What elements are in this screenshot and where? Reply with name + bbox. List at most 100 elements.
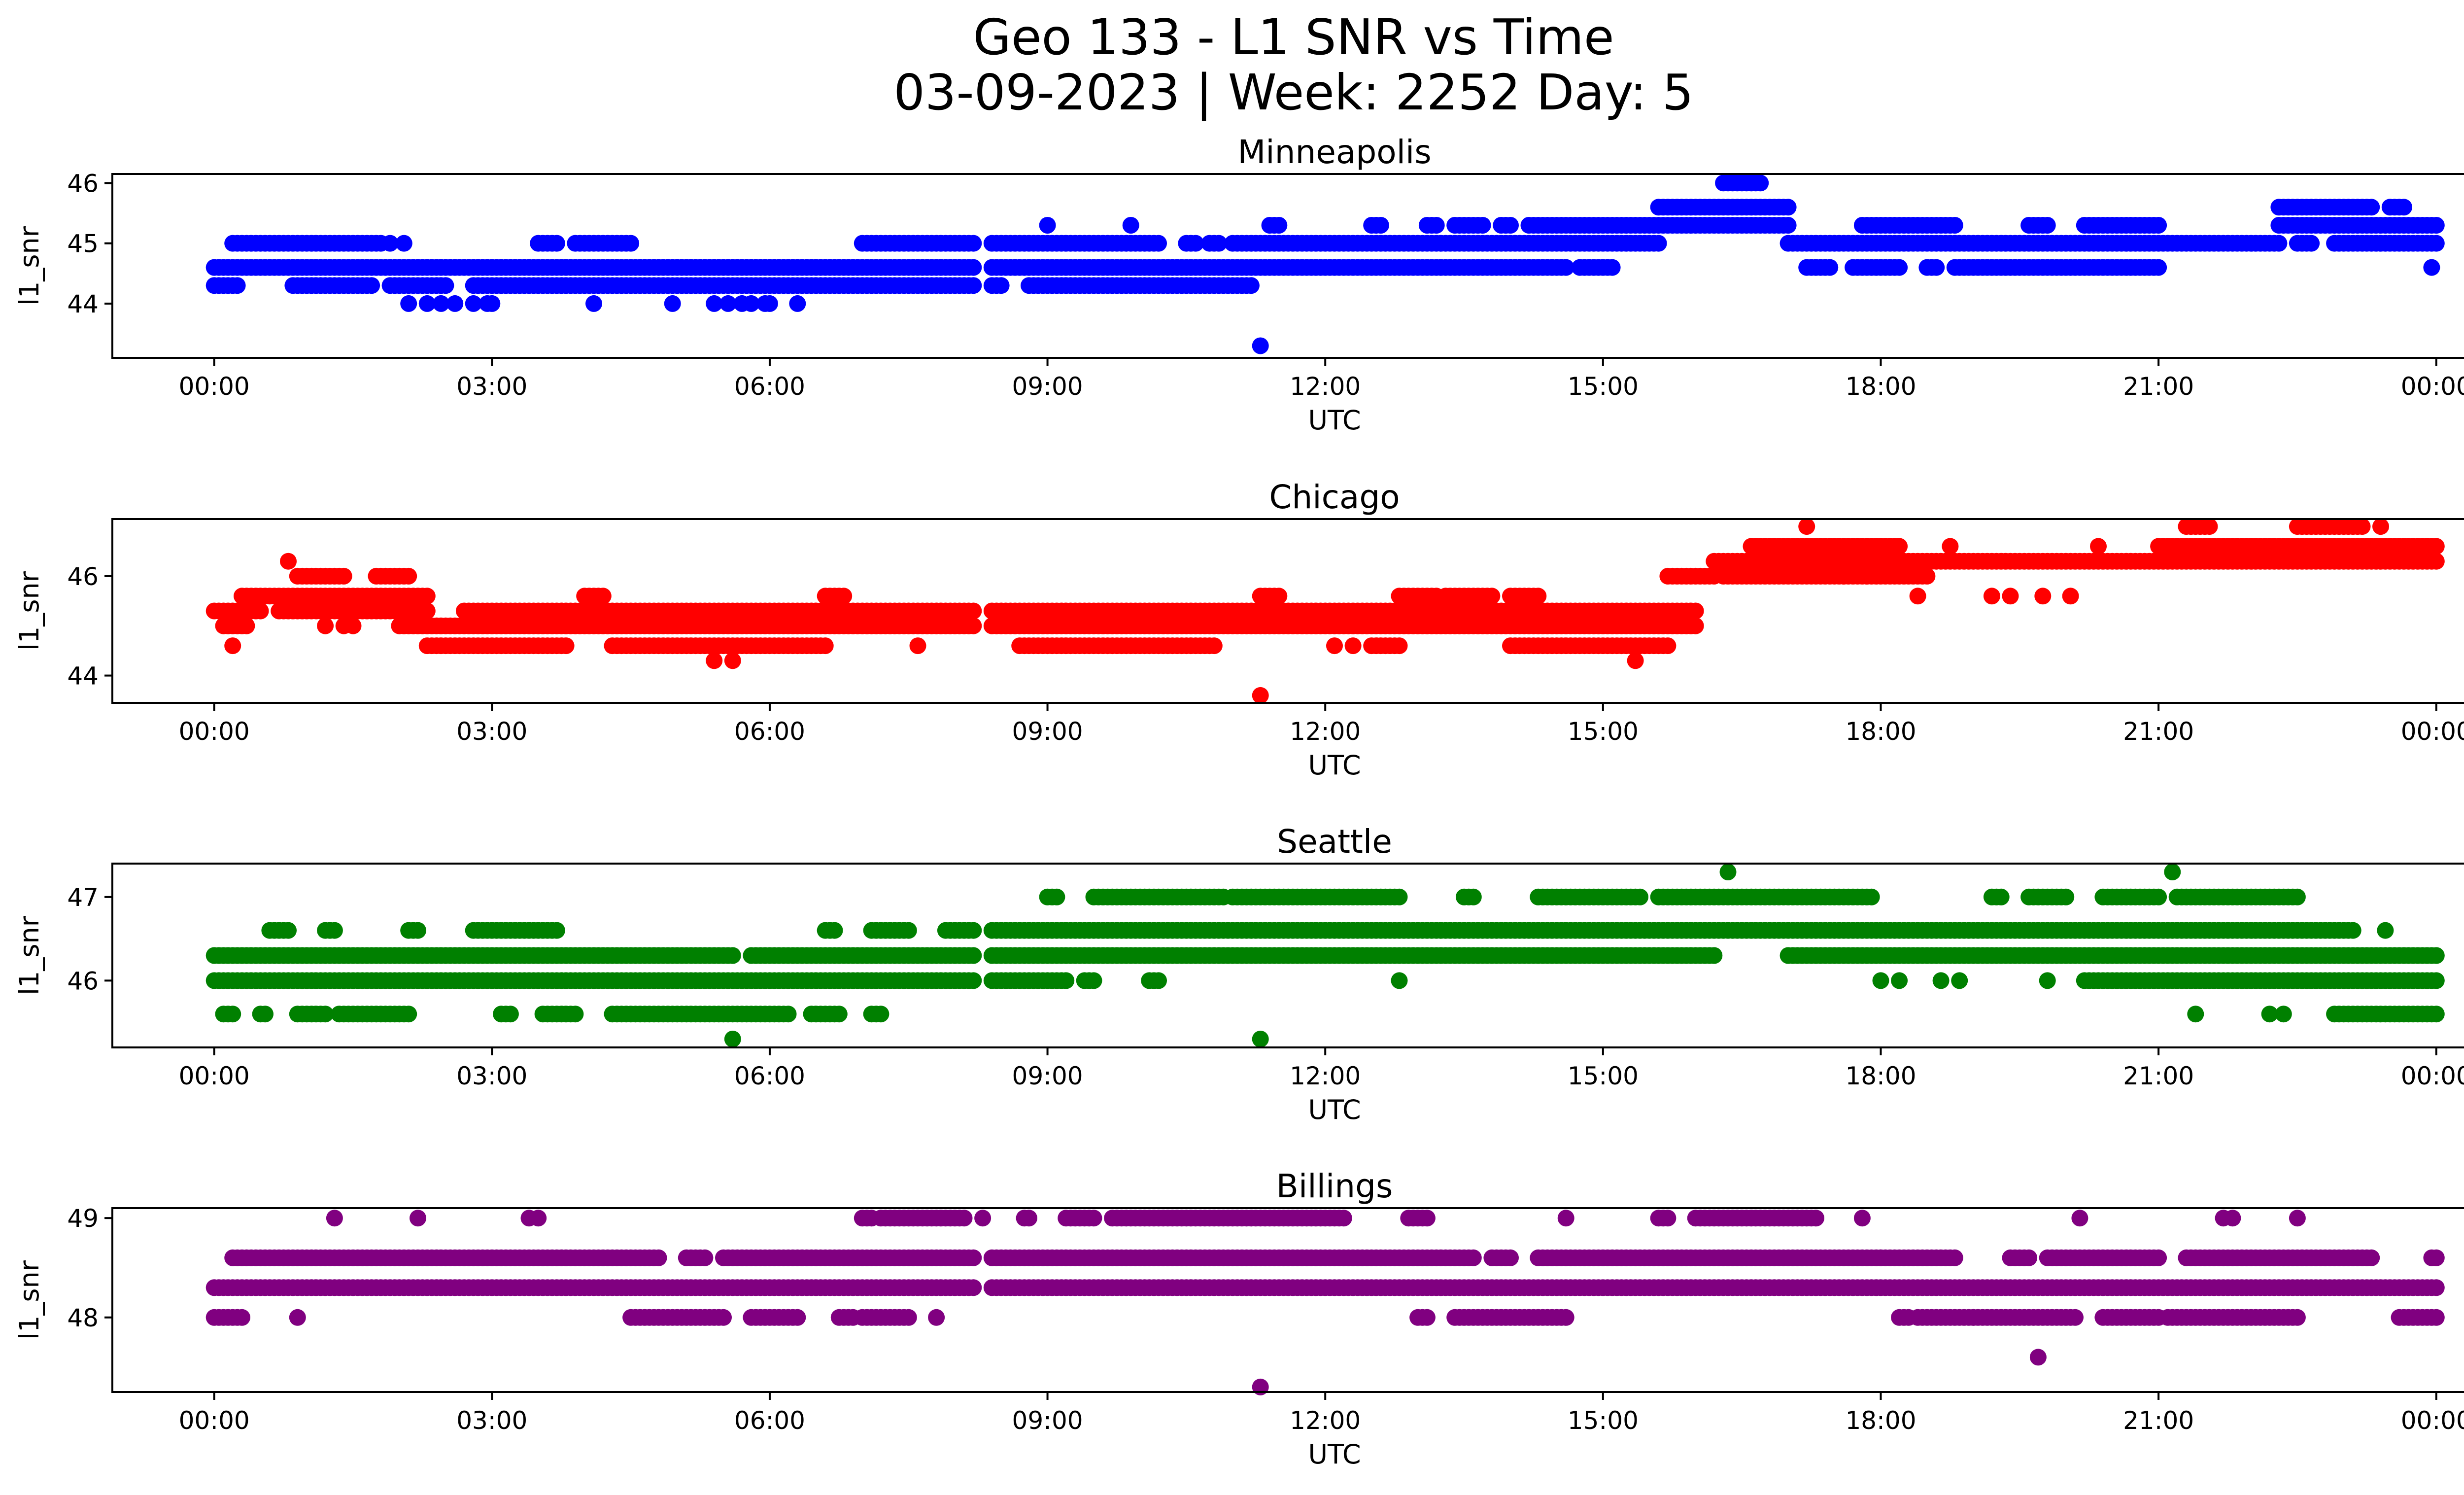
data-point xyxy=(548,922,565,939)
data-point xyxy=(965,617,982,634)
data-point xyxy=(1928,259,1945,276)
data-point xyxy=(1344,637,1362,655)
data-point xyxy=(780,1006,797,1023)
data-point xyxy=(229,277,246,294)
data-point xyxy=(2275,1006,2292,1023)
data-point xyxy=(696,1249,714,1266)
data-point xyxy=(1992,888,2010,905)
x-tick-label: 00:00 xyxy=(179,1062,250,1090)
data-point xyxy=(2020,1249,2038,1266)
x-tick-label: 18:00 xyxy=(1845,717,1916,746)
y-axis-label: l1_snr xyxy=(14,226,45,306)
data-point xyxy=(224,1006,241,1023)
data-point xyxy=(2363,199,2380,216)
data-point xyxy=(2002,588,2019,605)
y-tick-label: 46 xyxy=(67,169,99,198)
x-tick-label: 00:00 xyxy=(2401,372,2464,401)
data-point xyxy=(650,1249,667,1266)
x-tick-label: 09:00 xyxy=(1012,717,1083,746)
data-point xyxy=(1891,972,1908,989)
data-point xyxy=(1465,888,1482,905)
x-tick-label: 00:00 xyxy=(2401,1062,2464,1090)
data-point xyxy=(2354,518,2371,535)
x-tick-label: 12:00 xyxy=(1290,1062,1361,1090)
data-point xyxy=(622,235,640,252)
data-point xyxy=(1719,864,1737,880)
data-point xyxy=(2428,235,2445,252)
x-tick-label: 15:00 xyxy=(1568,372,1639,401)
x-tick-label: 00:00 xyxy=(179,717,250,746)
data-point xyxy=(1465,1249,1482,1266)
subplot-title: Billings xyxy=(1276,1167,1393,1205)
data-point xyxy=(789,295,806,312)
data-point xyxy=(1085,1210,1102,1227)
data-point xyxy=(1687,602,1704,620)
data-point xyxy=(724,652,741,669)
data-point xyxy=(418,602,436,620)
data-point xyxy=(2039,972,2056,989)
data-point xyxy=(965,947,982,964)
x-tick-label: 09:00 xyxy=(1012,372,1083,401)
y-tick-label: 44 xyxy=(67,290,99,318)
x-tick-label: 09:00 xyxy=(1012,1062,1083,1090)
data-point xyxy=(1252,337,1269,354)
y-tick-label: 47 xyxy=(67,883,99,912)
data-point xyxy=(1252,687,1269,704)
data-point xyxy=(1604,259,1621,276)
data-point xyxy=(363,277,380,294)
y-tick-label: 45 xyxy=(67,230,99,258)
data-point xyxy=(2377,922,2394,939)
data-point xyxy=(2090,538,2107,555)
x-tick-label: 15:00 xyxy=(1568,717,1639,746)
axes-frame xyxy=(111,863,2464,1048)
data-point xyxy=(257,1006,274,1023)
data-point xyxy=(2428,1279,2445,1296)
data-point xyxy=(2372,518,2389,535)
data-point xyxy=(789,1309,806,1326)
data-point xyxy=(483,295,501,312)
data-point xyxy=(1048,888,1065,905)
data-point xyxy=(2428,553,2445,570)
data-point xyxy=(1428,217,1445,234)
x-tick-label: 03:00 xyxy=(456,1062,527,1090)
data-point xyxy=(395,235,412,252)
data-point xyxy=(965,1279,982,1296)
data-point xyxy=(2428,1006,2445,1023)
x-tick-label: 21:00 xyxy=(2123,1062,2194,1090)
data-point xyxy=(1150,235,1167,252)
data-point xyxy=(418,588,436,605)
data-point xyxy=(1872,972,1889,989)
data-point xyxy=(1205,637,1223,655)
data-point xyxy=(1706,947,1723,964)
data-point xyxy=(326,922,343,939)
data-point xyxy=(965,235,982,252)
data-point xyxy=(1946,217,1963,234)
data-point xyxy=(2150,1249,2167,1266)
x-tick-label: 06:00 xyxy=(734,372,805,401)
data-point xyxy=(2428,1309,2445,1326)
data-point xyxy=(1122,217,1139,234)
x-tick-label: 21:00 xyxy=(2123,717,2194,746)
data-point xyxy=(280,922,297,939)
data-point xyxy=(280,553,297,570)
data-point xyxy=(2201,518,2218,535)
data-points xyxy=(205,174,2445,354)
x-tick-label: 06:00 xyxy=(734,717,805,746)
data-point xyxy=(2150,217,2167,234)
data-point xyxy=(317,617,334,634)
data-point xyxy=(817,637,834,655)
data-point xyxy=(2067,1309,2084,1326)
data-point xyxy=(344,617,362,634)
axes-frame xyxy=(111,518,2464,704)
data-point xyxy=(317,1006,334,1023)
data-point xyxy=(1242,277,1260,294)
data-point xyxy=(1557,1309,1574,1326)
data-points xyxy=(205,1210,2445,1395)
x-axis-label: UTC xyxy=(1308,750,1361,781)
data-point xyxy=(446,295,464,312)
data-point xyxy=(335,567,352,585)
